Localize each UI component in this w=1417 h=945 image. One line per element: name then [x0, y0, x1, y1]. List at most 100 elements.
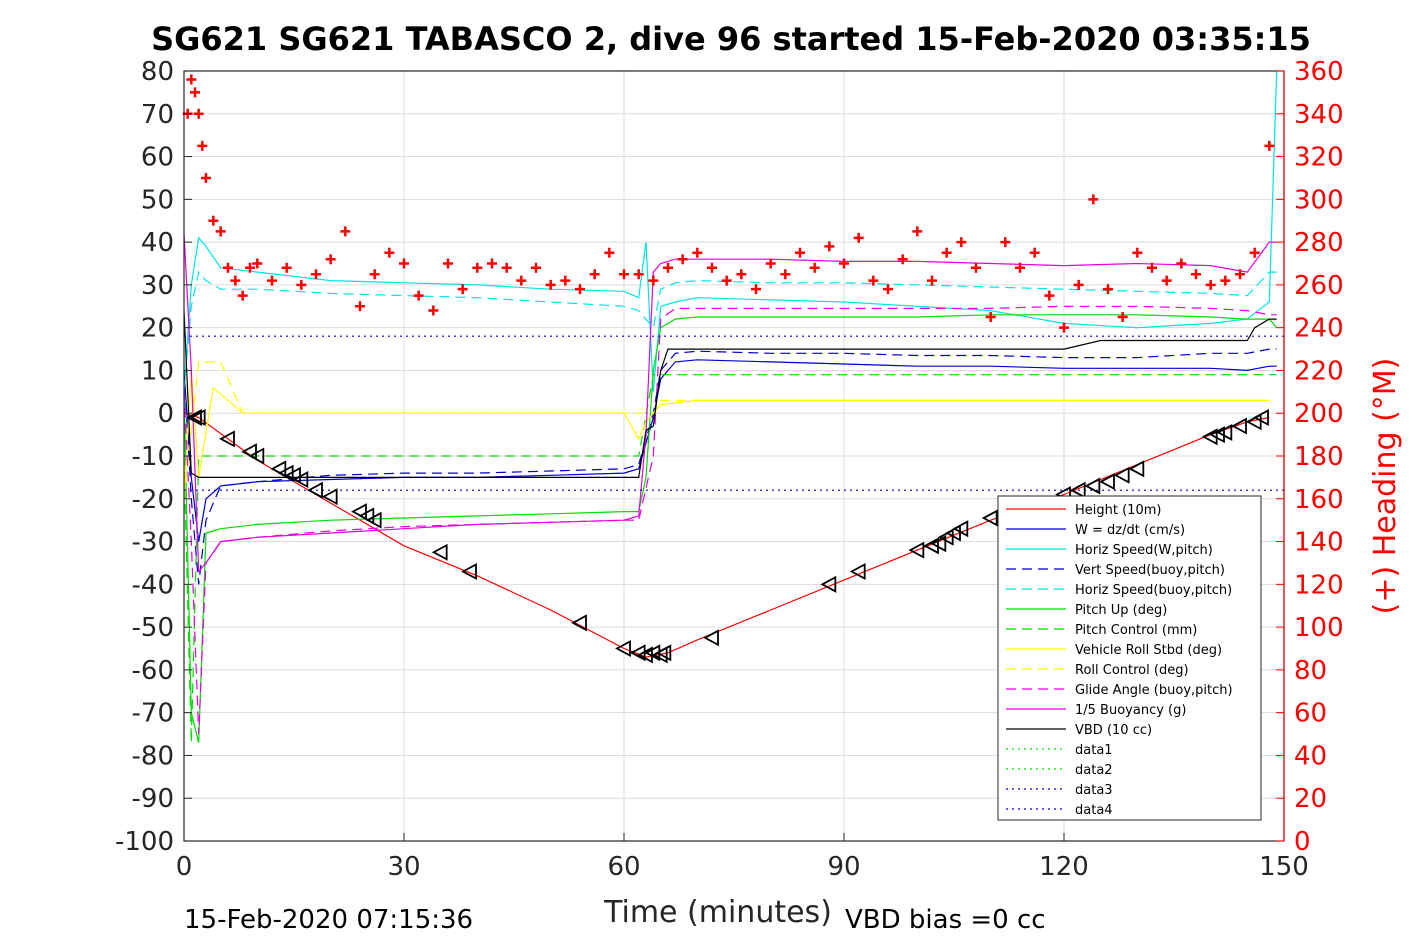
triangle-marker-25: [849, 562, 866, 581]
triangle-marker-3: [241, 443, 257, 461]
heading-point-7: [215, 226, 226, 237]
heading-point-74: [1161, 275, 1172, 286]
y-tick-label-8: 0: [157, 399, 174, 429]
triangle-marker-17: [615, 639, 631, 658]
y-tick-label-2: 60: [141, 143, 174, 173]
heading-point-38: [633, 269, 644, 280]
heading-point-50: [809, 262, 820, 273]
heading-point-71: [1117, 311, 1128, 322]
chart-title: SG621 SG621 TABASCO 2, dive 96 started 1…: [151, 20, 1311, 58]
heading-point-80: [1249, 247, 1260, 258]
y-right-tick-label-18: 0: [1294, 827, 1311, 857]
triangle-marker-11: [351, 503, 367, 521]
y-tick-label-9: -10: [132, 442, 174, 472]
heading-point-62: [985, 311, 996, 322]
heading-point-35: [589, 269, 600, 280]
heading-point-70: [1103, 284, 1113, 295]
heading-point-34: [575, 284, 585, 295]
heading-point-58: [927, 275, 937, 286]
heading-point-24: [428, 305, 439, 316]
legend-label-11: VBD (10 cc): [1075, 723, 1152, 738]
y-tick-label-12: -40: [132, 570, 174, 600]
series-line-5: [183, 314, 1278, 743]
heading-point-26: [457, 284, 468, 295]
triangle-marker-9: [307, 481, 323, 499]
y-right-tick-label-10: 160: [1294, 485, 1344, 515]
heading-point-31: [531, 262, 541, 273]
heading-point-17: [325, 254, 336, 265]
heading-point-27: [472, 262, 483, 273]
legend-label-10: 1/5 Buoyancy (g): [1075, 703, 1186, 718]
footer-timestamp: 15-Feb-2020 07:15:36: [184, 905, 473, 935]
heading-point-30: [516, 275, 527, 286]
heading-point-69: [1088, 194, 1099, 205]
heading-point-52: [839, 258, 849, 269]
triangle-marker-1: [189, 408, 206, 427]
heading-point-68: [1073, 279, 1084, 290]
y-right-tick-label-8: 200: [1294, 399, 1344, 429]
triangle-marker-8: [292, 471, 309, 489]
triangle-marker-12: [358, 507, 375, 525]
y-tick-label-18: -100: [115, 827, 174, 857]
heading-point-15: [296, 279, 307, 290]
y-tick-label-11: -30: [132, 528, 174, 558]
triangle-marker-5: [270, 460, 287, 478]
triangle-marker-42: [1216, 423, 1233, 441]
heading-point-78: [1220, 275, 1231, 286]
y-tick-label-6: 20: [141, 314, 174, 344]
y-tick-label-3: 50: [141, 185, 174, 215]
triangle-marker-10: [321, 488, 338, 506]
heading-point-11: [245, 262, 255, 273]
heading-point-33: [560, 275, 571, 286]
heading-point-4: [197, 140, 208, 151]
heading-point-53: [853, 232, 864, 243]
y-right-tick-label-5: 260: [1294, 271, 1344, 301]
heading-point-76: [1191, 269, 1201, 280]
x-tick-label-4: 120: [1039, 852, 1089, 882]
x-tick-label-5: 150: [1259, 852, 1309, 882]
heading-point-44: [721, 275, 732, 286]
legend-label-12: data1: [1075, 743, 1113, 758]
triangle-marker-36: [1084, 477, 1101, 495]
heading-point-77: [1205, 279, 1216, 290]
triangle-marker-13: [365, 511, 382, 529]
legend-label-1: W = dz/dt (cm/s): [1075, 523, 1185, 538]
legend-label-9: Glide Angle (buoy,pitch): [1075, 683, 1233, 698]
heading-point-60: [956, 237, 967, 248]
triangle-marker-2: [219, 430, 235, 448]
legend-label-7: Vehicle Roll Stbd (deg): [1075, 643, 1222, 658]
heading-point-25: [443, 258, 453, 269]
legend-label-5: Pitch Up (deg): [1075, 603, 1167, 618]
heading-point-54: [868, 275, 879, 286]
triangle-marker-32: [981, 509, 998, 527]
triangle-marker-29: [937, 528, 954, 546]
heading-point-18: [340, 226, 351, 237]
triangle-marker-37: [1099, 473, 1115, 491]
triangle-marker-35: [1069, 481, 1086, 499]
triangle-marker-45: [1253, 408, 1269, 427]
heading-point-66: [1044, 290, 1055, 301]
legend-label-14: data3: [1075, 783, 1113, 798]
triangle-marker-23: [703, 629, 719, 647]
y-right-tick-label-6: 240: [1294, 314, 1344, 344]
triangle-marker-28: [930, 535, 947, 553]
legend-label-8: Roll Control (deg): [1075, 663, 1189, 678]
y-axis-right-label: (+) Heading (°M): [1368, 358, 1403, 615]
heading-point-1: [186, 74, 197, 85]
heading-point-61: [971, 262, 981, 273]
y-tick-label-17: -90: [132, 784, 174, 814]
series-line-10: [183, 233, 1277, 574]
triangle-marker-4: [248, 447, 265, 465]
y-right-tick-label-2: 320: [1294, 143, 1344, 173]
triangle-markers: [186, 408, 1269, 664]
y-tick-label-0: 80: [141, 57, 174, 87]
heading-point-48: [780, 269, 791, 280]
triangle-marker-31: [952, 520, 969, 538]
footer-vbd-bias: VBD bias =0 cc: [845, 905, 1046, 935]
series-line-2: [183, 70, 1278, 392]
heading-point-3: [193, 108, 204, 119]
y-right-tick-label-17: 20: [1294, 784, 1327, 814]
y-right-tick-label-0: 360: [1294, 57, 1344, 87]
heading-point-57: [912, 226, 923, 237]
